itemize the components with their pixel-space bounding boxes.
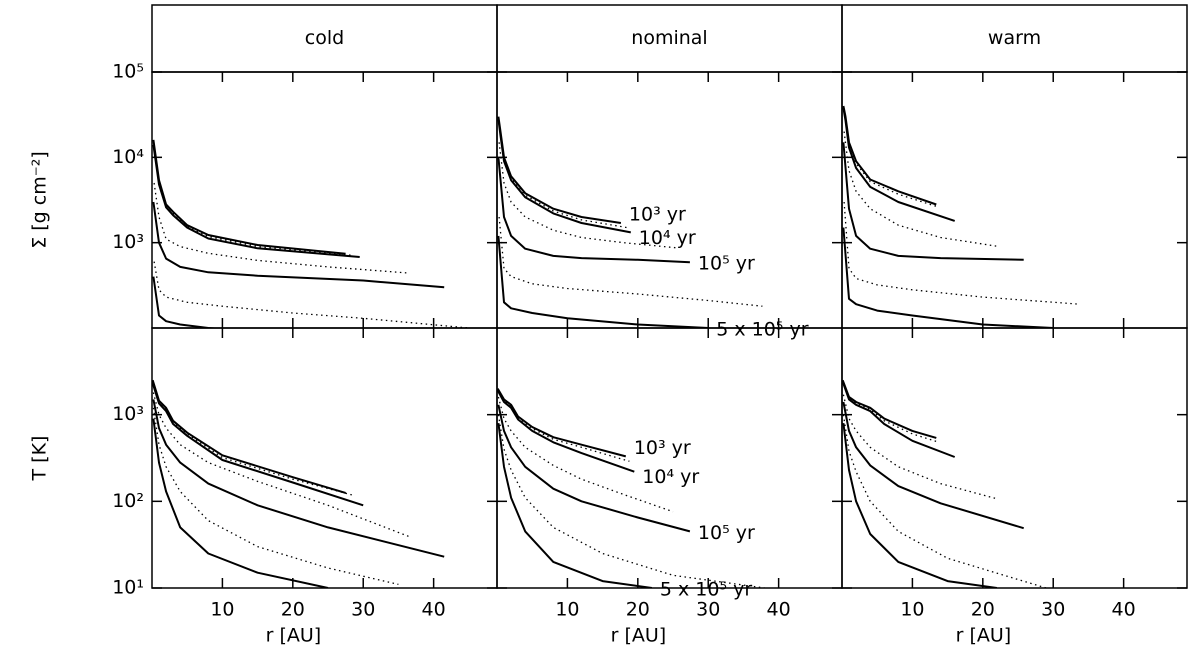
series-label: 10⁴ yr xyxy=(642,466,699,488)
y-tick-label: 10⁵ xyxy=(112,61,144,83)
x-tick-label: 30 xyxy=(1041,599,1065,621)
panel-title: nominal xyxy=(631,27,707,49)
series-line xyxy=(152,144,360,258)
series-line xyxy=(497,157,690,264)
series-line xyxy=(497,119,631,234)
x-tick-label: 20 xyxy=(281,599,305,621)
series-line xyxy=(842,401,1024,530)
series-line xyxy=(842,394,998,500)
plot-area xyxy=(842,105,1081,328)
series-line xyxy=(842,422,998,588)
series-line xyxy=(152,379,346,494)
series-line xyxy=(842,379,937,439)
plot-area xyxy=(497,388,765,588)
panel-title: warm xyxy=(988,27,1041,49)
plot-area xyxy=(152,139,469,328)
y-tick-label: 10² xyxy=(112,490,144,512)
plot-area xyxy=(152,379,445,588)
series-line xyxy=(152,381,353,496)
plot-area xyxy=(497,116,763,328)
series-line xyxy=(152,418,329,588)
x-tick-label: 30 xyxy=(351,599,375,621)
series-label: 10⁵ yr xyxy=(698,522,755,544)
y-axis-title: T [K] xyxy=(29,436,51,482)
x-tick-label: 40 xyxy=(422,599,446,621)
series-line xyxy=(842,107,956,222)
x-axis-title: r [AU] xyxy=(611,625,667,647)
y-tick-label: 10¹ xyxy=(112,577,144,599)
y-axis-title: Σ [g cm⁻²] xyxy=(29,151,51,249)
series-line xyxy=(497,116,622,224)
x-tick-label: 40 xyxy=(1112,599,1136,621)
x-tick-label: 20 xyxy=(971,599,995,621)
series-line xyxy=(497,389,630,462)
series-line xyxy=(842,106,940,208)
series-line xyxy=(153,261,469,328)
x-tick-label: 40 xyxy=(767,599,791,621)
series-line xyxy=(497,390,635,473)
x-axis-title: r [AU] xyxy=(266,625,322,647)
series-line xyxy=(152,407,399,586)
x-tick-label: 30 xyxy=(696,599,720,621)
x-tick-label: 10 xyxy=(900,599,924,621)
series-line xyxy=(497,235,709,328)
series-line xyxy=(152,139,346,255)
series-line xyxy=(497,422,653,588)
plot-area xyxy=(842,379,1047,588)
y-tick-label: 10⁴ xyxy=(112,146,144,168)
series-label: 10⁴ yr xyxy=(639,227,696,249)
series-line xyxy=(842,227,1054,328)
series-line xyxy=(152,383,364,507)
series-line xyxy=(842,142,1024,261)
series-line xyxy=(152,142,353,257)
series-line xyxy=(497,414,765,588)
series-line xyxy=(842,381,956,458)
panel-frame xyxy=(841,327,1188,589)
panel-title: cold xyxy=(305,27,344,49)
series-line xyxy=(497,388,627,458)
series-label: 5 x 10⁵ yr xyxy=(660,579,752,601)
series-line xyxy=(152,399,445,558)
x-tick-label: 20 xyxy=(626,599,650,621)
x-axis-title: r [AU] xyxy=(956,625,1012,647)
series-line xyxy=(842,414,1047,588)
series-line xyxy=(497,396,674,513)
x-tick-label: 10 xyxy=(555,599,579,621)
series-line xyxy=(843,201,1081,305)
panel-frame xyxy=(496,71,843,329)
series-line xyxy=(152,276,221,328)
series-line xyxy=(497,404,691,533)
y-tick-label: 10³ xyxy=(112,403,144,425)
series-line xyxy=(843,131,997,247)
series-line xyxy=(152,392,410,538)
series-label: 10³ yr xyxy=(634,437,691,459)
x-tick-label: 10 xyxy=(210,599,234,621)
series-label: 5 x 10⁵ yr xyxy=(716,319,808,341)
panel-frame xyxy=(151,71,498,329)
series-line xyxy=(153,182,410,274)
series-label: 10⁵ yr xyxy=(698,253,755,275)
series-line xyxy=(152,201,445,289)
series-line xyxy=(842,105,937,206)
y-tick-label: 10³ xyxy=(112,231,144,253)
series-label: 10³ yr xyxy=(629,204,686,226)
